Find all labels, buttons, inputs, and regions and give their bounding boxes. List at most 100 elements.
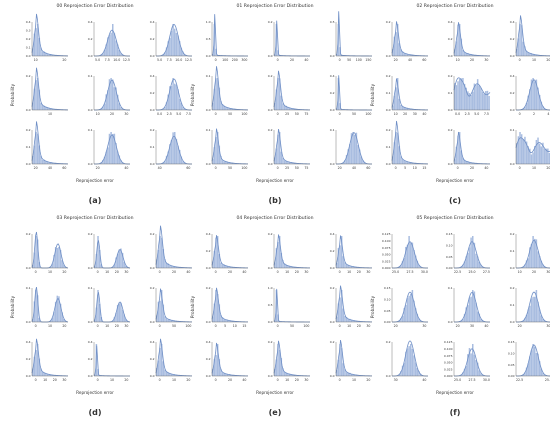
x-axis-label: Reprojection error: [436, 390, 474, 395]
histogram-bar: [226, 265, 229, 268]
histogram-bar: [336, 54, 338, 56]
histogram-bar: [215, 78, 217, 110]
histogram-bar: [36, 344, 39, 376]
subplot: 20 30 0.2 0.1 0.0: [510, 286, 550, 328]
y-tick-label: 0.0: [268, 266, 273, 270]
kde-line: [211, 128, 249, 165]
subplot: 0 25 50 75 0.2 0.0: [268, 70, 311, 116]
x-tick-label: 40: [408, 58, 412, 62]
y-tick-label: 0.000: [382, 266, 391, 270]
x-tick-label: 30: [304, 270, 308, 274]
histogram-bar: [118, 249, 121, 268]
histogram-bar: [172, 266, 174, 268]
x-tick-label: 100: [241, 166, 247, 170]
x-tick-label: 10: [285, 270, 289, 274]
y-tick-label: 0.1: [386, 91, 391, 95]
histogram-bar: [35, 290, 37, 322]
histogram-bar: [32, 319, 34, 322]
histogram-bar: [50, 162, 52, 164]
histogram-bar: [126, 321, 129, 322]
x-tick-label: 20: [394, 324, 398, 328]
histogram-bar: [51, 317, 54, 322]
histogram-bar: [470, 353, 472, 376]
histogram-bar: [475, 302, 477, 322]
histogram-bar: [107, 37, 109, 56]
histogram-bar: [534, 54, 536, 56]
histogram-bar: [457, 135, 459, 164]
x-tick-label: 100: [356, 58, 362, 62]
histogram-bar: [344, 262, 346, 268]
histogram-bar: [38, 358, 41, 376]
histogram-bar: [38, 37, 41, 56]
histogram-bar: [283, 160, 286, 164]
kde-line: [453, 241, 491, 269]
histogram-bar: [43, 105, 45, 110]
histogram-bar: [33, 88, 36, 110]
histogram-bar: [216, 132, 219, 164]
histogram-bar: [529, 247, 531, 268]
subplot: 10 0.2 0.0: [26, 67, 69, 116]
histogram-bar: [170, 374, 173, 376]
y-tick-label: 0.0: [206, 108, 211, 112]
histogram-bar: [345, 317, 348, 322]
subplot: 0 50 100 0.2 0.0: [150, 286, 193, 328]
subplot: 0 50 100 150 0.5 0.0: [330, 11, 372, 62]
histogram-bar: [476, 362, 479, 376]
histogram-bar: [534, 81, 536, 110]
panel-title: 01 Reprojection Error Distribution: [237, 3, 314, 9]
panel-2: 01 Reprojection Error Distribution Probab…: [190, 3, 372, 205]
y-tick-label: 0.4: [206, 232, 211, 236]
histogram-bar: [524, 372, 526, 376]
x-tick-label: 60: [62, 166, 66, 170]
y-tick-label: 0.1: [206, 74, 211, 78]
kde-line: [335, 339, 373, 377]
x-tick-label: 20: [96, 166, 100, 170]
y-tick-label: 0.1: [88, 286, 93, 290]
histogram-bar: [223, 373, 225, 376]
histogram-bar: [228, 108, 230, 110]
x-tick-label: 20: [295, 270, 299, 274]
histogram-bar: [543, 374, 546, 376]
y-tick-label: 0.2: [26, 37, 31, 41]
x-tick-label: 0: [339, 112, 341, 116]
histogram-bar: [337, 359, 340, 376]
histogram-bar: [481, 91, 484, 110]
subplot: 0 10 20 30 0.2 0.0: [330, 285, 373, 328]
histogram-bar: [342, 363, 345, 376]
histogram-bar: [532, 78, 534, 110]
histogram-bar: [480, 87, 482, 110]
histogram-bar: [481, 320, 484, 322]
y-tick-label: 0.000: [444, 374, 453, 378]
histogram-bar: [48, 107, 50, 110]
kde-line: [391, 120, 429, 165]
x-tick-label: 15: [422, 166, 426, 170]
histogram-bar: [530, 154, 533, 164]
subplot: 0 20 40 0.2 0.0: [268, 20, 310, 62]
histogram-bar: [282, 103, 284, 110]
histogram-bar: [107, 147, 109, 164]
histogram-bar: [157, 360, 160, 376]
x-tick-label: 0: [215, 166, 217, 170]
histogram-bar: [347, 319, 349, 322]
histogram-bar: [336, 316, 338, 322]
x-tick-label: 100: [222, 58, 228, 62]
histogram-bar: [290, 374, 292, 376]
histogram-bar: [280, 357, 283, 376]
histogram-bar: [285, 264, 287, 268]
x-tick-label: 30: [546, 324, 550, 328]
histogram-bar: [345, 372, 348, 376]
histogram-bar: [115, 143, 117, 164]
x-tick-label: 0: [277, 324, 279, 328]
histogram-bar: [478, 85, 481, 110]
histogram-bar: [212, 261, 214, 268]
x-tick-label: 100: [185, 324, 191, 328]
x-tick-label: 0: [339, 270, 341, 274]
y-tick-label: 0.0: [386, 374, 391, 378]
histogram-bar: [480, 318, 482, 322]
histogram-bar: [535, 239, 538, 268]
kde-line: [336, 132, 372, 165]
histogram-bar: [43, 159, 45, 164]
x-tick-label: 7.5: [484, 112, 489, 116]
histogram-bar: [465, 307, 467, 322]
